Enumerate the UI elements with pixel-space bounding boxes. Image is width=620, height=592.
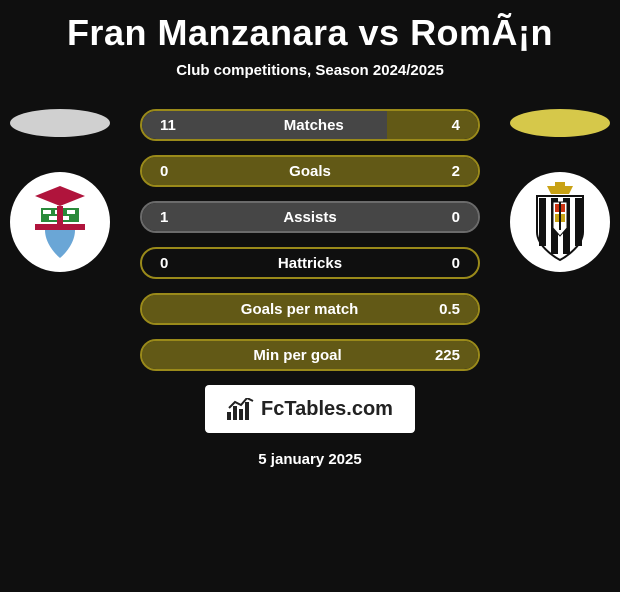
stat-value-left: 1: [160, 209, 168, 226]
stat-label: Hattricks: [168, 255, 451, 272]
stat-value-right: 225: [435, 347, 460, 364]
player-ellipse-right: [510, 109, 610, 137]
player-ellipse-left: [10, 109, 110, 137]
stat-label: Matches: [176, 117, 452, 134]
stat-row: 0Goals2: [140, 155, 480, 187]
stat-row: Min per goal225: [140, 339, 480, 371]
stat-value-right: 0: [452, 209, 460, 226]
stat-label: Goals per match: [160, 301, 439, 318]
stat-value-right: 0.5: [439, 301, 460, 318]
stat-label: Min per goal: [160, 347, 435, 364]
crest-left-icon: [25, 182, 95, 262]
stat-row: 1Assists0: [140, 201, 480, 233]
stat-row: 11Matches4: [140, 109, 480, 141]
comparison-panel: 11Matches40Goals21Assists00Hattricks0Goa…: [0, 109, 620, 371]
logo-text: FcTables.com: [261, 398, 393, 421]
stat-value-left: 0: [160, 255, 168, 272]
fctables-logo: FcTables.com: [205, 385, 415, 433]
team-crest-right: [510, 172, 610, 272]
stat-value-right: 2: [452, 163, 460, 180]
date-text: 5 january 2025: [0, 451, 620, 468]
subtitle: Club competitions, Season 2024/2025: [0, 62, 620, 79]
team-crest-left: [10, 172, 110, 272]
stat-value-right: 4: [452, 117, 460, 134]
chart-icon: [227, 398, 255, 420]
stat-value-right: 0: [452, 255, 460, 272]
stat-value-left: 0: [160, 163, 168, 180]
player-right-column: [510, 109, 610, 272]
stat-row: Goals per match0.5: [140, 293, 480, 325]
stat-label: Goals: [168, 163, 451, 180]
crest-right-icon: [525, 182, 595, 262]
player-left-column: [10, 109, 110, 272]
stat-value-left: 11: [160, 117, 176, 134]
page-title: Fran Manzanara vs RomÃ¡n: [0, 12, 620, 54]
stat-row: 0Hattricks0: [140, 247, 480, 279]
stat-label: Assists: [168, 209, 451, 226]
stats-list: 11Matches40Goals21Assists00Hattricks0Goa…: [140, 109, 480, 371]
